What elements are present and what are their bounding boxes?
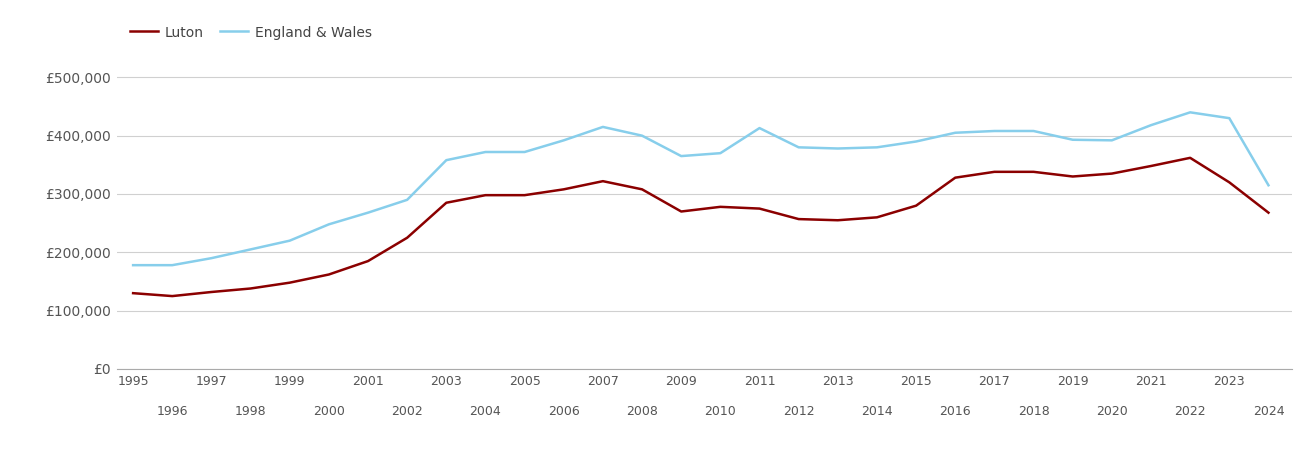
England & Wales	[1065, 137, 1081, 143]
England & Wales	[360, 210, 376, 216]
Luton	[438, 200, 454, 206]
England & Wales	[478, 149, 493, 155]
England & Wales	[517, 149, 532, 155]
Text: 2018: 2018	[1018, 405, 1049, 418]
Luton	[595, 179, 611, 184]
England & Wales	[1221, 116, 1237, 121]
England & Wales	[595, 124, 611, 130]
Luton	[791, 216, 806, 222]
Luton	[399, 235, 415, 240]
England & Wales	[752, 126, 767, 131]
Luton	[752, 206, 767, 211]
England & Wales	[1261, 183, 1276, 188]
England & Wales	[908, 139, 924, 144]
England & Wales	[243, 247, 258, 252]
Luton	[478, 193, 493, 198]
Text: 2012: 2012	[783, 405, 814, 418]
England & Wales	[673, 153, 689, 159]
Luton	[869, 215, 885, 220]
Luton	[634, 187, 650, 192]
England & Wales	[438, 158, 454, 163]
Luton	[321, 272, 337, 277]
Luton	[1261, 210, 1276, 216]
Text: 2006: 2006	[548, 405, 579, 418]
Luton	[125, 290, 141, 296]
Luton	[1143, 163, 1159, 169]
Luton	[1182, 155, 1198, 161]
Luton	[517, 193, 532, 198]
Text: 2000: 2000	[313, 405, 345, 418]
England & Wales	[1026, 128, 1041, 134]
Luton	[673, 209, 689, 214]
Text: 2008: 2008	[626, 405, 658, 418]
Luton	[830, 217, 846, 223]
Luton	[713, 204, 728, 210]
Text: 2016: 2016	[940, 405, 971, 418]
Luton	[556, 187, 572, 192]
Luton	[282, 280, 298, 285]
England & Wales	[830, 146, 846, 151]
England & Wales	[321, 222, 337, 227]
England & Wales	[869, 144, 885, 150]
England & Wales	[1143, 122, 1159, 128]
Text: 2004: 2004	[470, 405, 501, 418]
Luton	[908, 203, 924, 208]
Text: 2010: 2010	[705, 405, 736, 418]
Line: Luton: Luton	[133, 158, 1268, 296]
Text: 2024: 2024	[1253, 405, 1284, 418]
Legend: Luton, England & Wales: Luton, England & Wales	[124, 20, 377, 45]
Luton	[1104, 171, 1120, 176]
England & Wales	[791, 144, 806, 150]
Luton	[243, 286, 258, 291]
Luton	[1026, 169, 1041, 175]
England & Wales	[713, 150, 728, 156]
Luton	[204, 289, 219, 295]
Luton	[164, 293, 180, 299]
Luton	[1221, 180, 1237, 185]
England & Wales	[282, 238, 298, 243]
Luton	[1065, 174, 1081, 179]
Text: 2014: 2014	[861, 405, 893, 418]
Luton	[947, 175, 963, 180]
Text: 2020: 2020	[1096, 405, 1128, 418]
England & Wales	[399, 197, 415, 202]
Line: England & Wales: England & Wales	[133, 112, 1268, 265]
Text: 1998: 1998	[235, 405, 266, 418]
England & Wales	[987, 128, 1002, 134]
England & Wales	[634, 133, 650, 138]
England & Wales	[1182, 110, 1198, 115]
England & Wales	[164, 262, 180, 268]
Text: 2022: 2022	[1174, 405, 1206, 418]
England & Wales	[556, 138, 572, 143]
England & Wales	[1104, 138, 1120, 143]
England & Wales	[125, 262, 141, 268]
Text: 2002: 2002	[392, 405, 423, 418]
England & Wales	[204, 256, 219, 261]
Text: 1996: 1996	[157, 405, 188, 418]
England & Wales	[947, 130, 963, 135]
Luton	[987, 169, 1002, 175]
Luton	[360, 258, 376, 264]
